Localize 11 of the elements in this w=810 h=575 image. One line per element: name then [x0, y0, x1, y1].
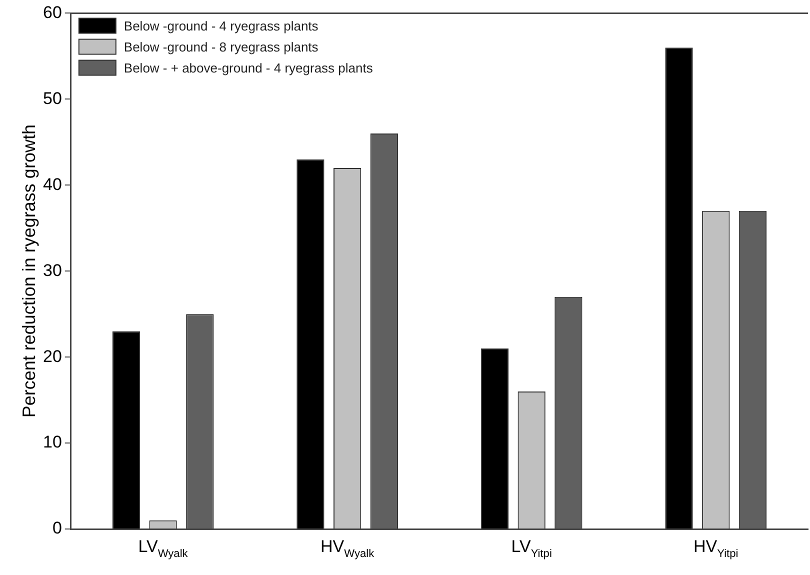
legend-label: Below -ground - 8 ryegrass plants	[124, 39, 319, 54]
y-tick-label: 0	[52, 518, 62, 538]
y-tick-label: 60	[42, 2, 62, 22]
legend-label: Below -ground - 4 ryegrass plants	[124, 18, 319, 34]
y-tick-label: 20	[42, 346, 62, 366]
y-tick-label: 40	[42, 174, 62, 194]
y-axis-title: Percent reduction in ryegrass growth	[18, 124, 39, 418]
y-tick-label: 10	[42, 432, 62, 452]
y-tick-label: 50	[42, 88, 62, 108]
y-tick-label: 30	[42, 260, 62, 280]
legend-label: Below - + above-ground - 4 ryegrass plants	[124, 60, 374, 76]
